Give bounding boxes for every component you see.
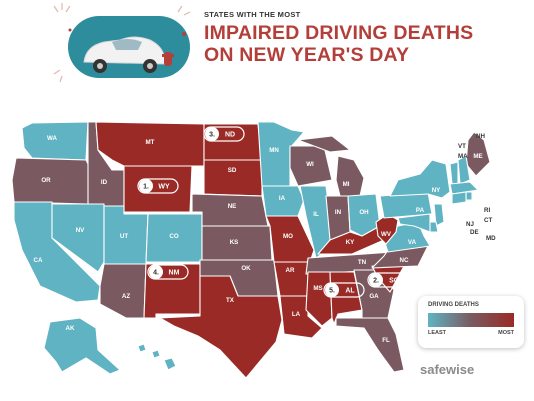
rank-badge-AL: 5. AL [323, 282, 365, 298]
legend-gradient [428, 313, 514, 327]
state-label-IN: IN [335, 209, 342, 216]
state-label-VT: VT [458, 143, 466, 150]
car-illustration [53, 3, 191, 83]
rank-badge-NM: 4. NM [147, 264, 189, 280]
state-label-IA: IA [279, 195, 286, 202]
header-kicker: STATES WITH THE MOST [204, 10, 301, 19]
state-label-OH: OH [359, 209, 369, 216]
state-label-CO: CO [169, 233, 178, 240]
state-MD[interactable] [397, 213, 431, 233]
state-NV[interactable] [51, 203, 105, 273]
state-label-ID: ID [101, 179, 108, 186]
legend-least: LEAST [428, 330, 447, 336]
state-ME[interactable] [465, 131, 491, 177]
state-AZ[interactable] [99, 263, 147, 319]
state-AK[interactable] [43, 317, 121, 375]
state-label-GA: GA [369, 293, 379, 300]
state-PA[interactable] [379, 191, 433, 219]
state-label-CT: CT [484, 217, 492, 224]
state-label-NJ: NJ [466, 221, 474, 228]
state-label-NE: NE [228, 203, 237, 210]
state-label-TX: TX [226, 297, 235, 304]
state-label-AZ: AZ [122, 293, 130, 300]
state-label-SD: SD [228, 167, 237, 174]
legend-most: MOST [498, 330, 514, 336]
state-RI[interactable] [465, 191, 473, 201]
state-label-MI: MI [343, 181, 350, 188]
state-label-WI: WI [306, 161, 314, 168]
state-NH[interactable] [457, 155, 471, 185]
header-title-line1: IMPAIRED DRIVING DEATHS [204, 22, 474, 44]
state-KY[interactable] [317, 225, 385, 255]
state-label-MO: MO [283, 233, 293, 240]
state-label-NY: NY [432, 187, 441, 194]
state-label-UT: UT [120, 233, 128, 240]
rank-number-WY: 1. [143, 184, 149, 191]
state-label-OK: OK [241, 265, 251, 272]
state-label-RI: RI [484, 207, 490, 214]
rank-badge-WY: 1. WY [137, 178, 179, 194]
state-CT[interactable] [451, 191, 467, 205]
state-label-WV: WV [381, 231, 392, 238]
state-label-OR: OR [41, 177, 51, 184]
state-label-HI: HI [179, 351, 185, 358]
state-label-NC: NC [400, 257, 409, 264]
state-IA[interactable] [261, 185, 305, 217]
state-VT[interactable] [449, 161, 459, 185]
state-label-NH: NH [476, 133, 485, 140]
state-WY[interactable] [123, 165, 193, 213]
header-title: IMPAIRED DRIVING DEATHS ON NEW YEAR'S DA… [204, 22, 524, 66]
state-label-PA: PA [416, 207, 425, 214]
rank-number-NM: 4. [153, 270, 159, 277]
state-NY[interactable] [389, 159, 451, 199]
state-label-NV: NV [76, 227, 85, 234]
state-label-AL: AL [345, 288, 355, 295]
state-label-MS: MS [313, 285, 322, 292]
state-label-SC: SC [389, 278, 399, 285]
header-title-line2: ON NEW YEAR'S DAY [204, 44, 410, 66]
state-TX[interactable] [159, 275, 283, 379]
state-label-DE: DE [470, 229, 479, 236]
state-label-ND: ND [225, 132, 235, 139]
state-label-ME: ME [473, 153, 482, 160]
legend-title: DRIVING DEATHS [428, 302, 479, 308]
legend: DRIVING DEATHS LEAST MOST [418, 296, 524, 348]
state-NJ[interactable] [433, 203, 445, 227]
rank-number-SC: 2. [373, 278, 379, 285]
state-HI[interactable] [137, 343, 177, 371]
state-SD[interactable] [203, 159, 263, 197]
brand-logo: safewise [420, 362, 475, 377]
state-label-MT: MT [146, 139, 155, 146]
state-label-WA: WA [47, 135, 57, 142]
state-label-NM: NM [169, 270, 180, 277]
rank-number-ND: 3. [209, 132, 215, 139]
state-FL[interactable] [335, 317, 405, 373]
state-label-LA: LA [292, 311, 301, 318]
rank-badge-SC: 2. SC [367, 272, 409, 288]
state-label-KY: KY [346, 239, 355, 246]
state-NE[interactable] [191, 193, 269, 227]
state-label-AR: AR [286, 267, 295, 274]
state-label-KS: KS [230, 239, 239, 246]
state-label-AK: AK [66, 325, 75, 332]
state-label-FL: FL [382, 337, 390, 344]
state-label-MD: MD [486, 235, 496, 242]
state-label-MA: MA [458, 153, 468, 160]
rank-badge-ND: 3. ND [203, 126, 245, 142]
state-label-IL: IL [313, 211, 319, 218]
state-label-MN: MN [269, 147, 279, 154]
state-label-WY: WY [158, 184, 170, 191]
state-DE[interactable] [429, 221, 439, 233]
rank-number-AL: 5. [329, 288, 335, 295]
state-OR[interactable] [11, 157, 91, 205]
state-label-CA: CA [34, 257, 43, 264]
state-label-TN: TN [358, 259, 367, 266]
state-MA[interactable] [449, 181, 479, 195]
state-label-VA: VA [408, 239, 417, 246]
